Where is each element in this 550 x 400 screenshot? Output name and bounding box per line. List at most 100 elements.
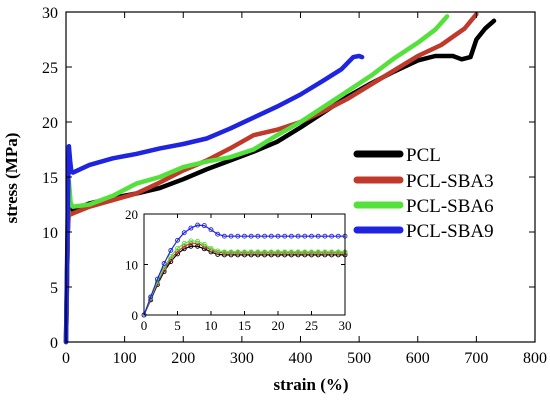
legend: PCL PCL-SBA3 PCL-SBA6 PCL-SBA9 — [353, 145, 494, 242]
inset-point-pcl-sba6 — [288, 249, 294, 255]
inset-point-pcl-sba6 — [188, 238, 194, 244]
inset-point-pcl-sba9 — [315, 233, 321, 239]
inset-point-pcl-sba6 — [242, 249, 247, 255]
legend-entry-pcl-sba9: PCL-SBA9 — [353, 221, 494, 242]
inset-point-pcl-sba9 — [302, 233, 308, 239]
inset-point-pcl-sba9 — [221, 233, 227, 239]
inset-point-pcl-sba9 — [154, 276, 160, 282]
inset-point-pcl-sba9 — [275, 233, 281, 239]
legend-label-pcl: PCL — [406, 145, 441, 166]
inset-point-pcl-sba6 — [175, 245, 180, 251]
inset-plot: 0 5 10 15 20 25 30 0 10 20 — [125, 207, 352, 333]
inset-point-pcl-sba6 — [221, 249, 227, 255]
inset-point-pcl-sba6 — [315, 249, 321, 255]
main-x-tick-label: 500 — [347, 350, 371, 367]
inset-y-tick-label: 20 — [125, 207, 138, 222]
inset-point-pcl-sba6 — [262, 249, 268, 255]
inset-background — [144, 214, 345, 315]
inset-x-tick-label: 30 — [339, 318, 352, 333]
inset-point-pcl-sba6 — [215, 248, 221, 254]
inset-point-pcl-sba9 — [262, 233, 268, 239]
inset-point-pcl-sba9 — [161, 261, 167, 266]
inset-x-tick-label: 15 — [238, 318, 251, 333]
inset-point-pcl-sba9 — [248, 233, 254, 239]
inset-point-pcl-sba9 — [188, 225, 194, 231]
inset-point-pcl-sba6 — [329, 249, 335, 255]
inset-y-tick-label: 0 — [132, 308, 139, 323]
inset-series-line-pcl-sba9 — [143, 224, 346, 316]
main-x-tick-label: 300 — [230, 350, 254, 367]
inset-point-pcl-sba9 — [215, 231, 221, 237]
legend-entry-pcl-sba3: PCL-SBA3 — [353, 171, 494, 192]
legend-label-pcl-sba6: PCL-SBA6 — [406, 196, 494, 217]
inset-point-pcl-sba6 — [248, 249, 254, 255]
legend-entry-pcl-sba6: PCL-SBA6 — [353, 196, 494, 217]
inset-point-pcl-sba9 — [329, 233, 335, 239]
inset-x-tick-label: 10 — [205, 318, 218, 333]
inset-point-pcl-sba6 — [282, 249, 288, 255]
x-axis-label: strain (%) — [273, 375, 348, 394]
legend-label-pcl-sba3: PCL-SBA3 — [406, 171, 494, 192]
inset-point-pcl-sba9 — [148, 294, 154, 300]
legend-label-pcl-sba9: PCL-SBA9 — [406, 221, 494, 242]
inset-point-pcl-sba3 — [181, 243, 187, 249]
inset-point-pcl-sba6 — [208, 245, 214, 251]
inset-point-pcl-sba6 — [322, 249, 328, 255]
main-series-line-pcl-sba3 — [63, 11, 479, 345]
inset-point-pcl-sba6 — [309, 249, 314, 255]
main-y-tick-label: 5 — [50, 280, 58, 297]
inset-series-line-pcl-sba6 — [143, 240, 346, 316]
inset-point-pcl-sba6 — [168, 253, 174, 259]
main-y-tick-label: 0 — [50, 335, 58, 352]
main-y-tick-label: 30 — [42, 5, 58, 22]
inset-x-tick-label: 25 — [305, 318, 318, 333]
inset-point-pcl-sba9 — [268, 233, 274, 239]
main-x-tick-label: 600 — [406, 350, 430, 367]
inset-point-pcl-sba9 — [168, 247, 174, 253]
main-y-tick-label: 20 — [42, 115, 58, 132]
inset-point-pcl-sba9 — [228, 233, 234, 239]
inset-point-pcl-sba9 — [235, 233, 241, 239]
inset-x-tick-label: 0 — [141, 318, 148, 333]
inset-point-pcl-sba9 — [201, 223, 207, 229]
inset-point-pcl-sba9 — [242, 233, 247, 239]
inset-point-pcl-sba9 — [335, 233, 341, 239]
inset-y-tick-label: 10 — [125, 258, 138, 273]
main-y-tick-label: 10 — [42, 225, 58, 242]
main-y-tick-label: 15 — [42, 170, 58, 187]
inset-point-pcl-sba9 — [175, 237, 180, 243]
inset-series-line-pcl-sba3 — [143, 242, 346, 316]
legend-entry-pcl: PCL — [353, 145, 441, 166]
inset-ticks-group: 0 5 10 15 20 25 30 0 10 20 — [125, 207, 352, 333]
main-series-line-pcl-sba6 — [63, 14, 450, 345]
inset-point-pcl-sba6 — [201, 241, 207, 247]
inset-point-pcl-sba9 — [195, 222, 201, 228]
inset-point-pcl-sba6 — [302, 249, 308, 255]
inset-point-pcl-sba9 — [181, 230, 187, 236]
inset-point-pcl-sba9 — [309, 233, 314, 239]
inset-point-pcl-sba6 — [335, 249, 341, 255]
main-x-tick-label: 700 — [464, 350, 488, 367]
main-x-tick-label: 200 — [171, 350, 195, 367]
inset-point-pcl — [188, 243, 194, 249]
inset-x-tick-label: 20 — [272, 318, 285, 333]
inset-point-pcl-sba6 — [295, 249, 301, 255]
inset-point-pcl-sba9 — [282, 233, 288, 239]
main-x-tick-label: 0 — [62, 350, 70, 367]
inset-point-pcl-sba6 — [195, 238, 201, 244]
inset-point-pcl-sba6 — [235, 249, 241, 255]
y-axis-label: stress (MPa) — [2, 133, 21, 224]
main-x-tick-label: 800 — [523, 350, 547, 367]
inset-point-pcl-sba9 — [288, 233, 294, 239]
inset-point-pcl-sba6 — [228, 249, 234, 255]
inset-series-group — [141, 222, 348, 318]
inset-point-pcl-sba9 — [322, 233, 328, 239]
inset-point-pcl-sba6 — [268, 249, 274, 255]
inset-point-pcl-sba6 — [275, 249, 281, 255]
main-series-line-pcl-sba9 — [63, 53, 365, 345]
main-x-tick-label: 400 — [289, 350, 313, 367]
